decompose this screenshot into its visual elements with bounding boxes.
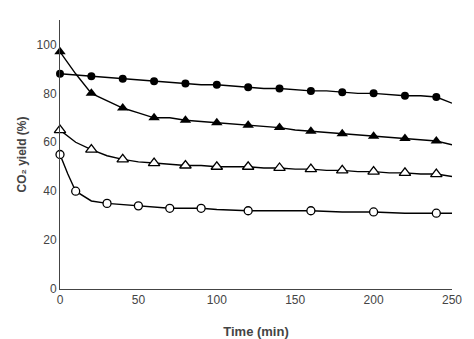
svg-text:CO₂ yield (%): CO₂ yield (%) (15, 116, 29, 192)
svg-text:250: 250 (442, 293, 462, 307)
svg-text:Time (min): Time (min) (223, 324, 289, 339)
svg-text:80: 80 (43, 87, 57, 101)
svg-text:60: 60 (43, 135, 57, 149)
svg-text:0: 0 (57, 293, 64, 307)
svg-text:150: 150 (285, 293, 305, 307)
svg-text:0: 0 (50, 282, 57, 296)
svg-text:100: 100 (37, 38, 57, 52)
svg-text:200: 200 (364, 293, 384, 307)
svg-text:100: 100 (207, 293, 227, 307)
svg-text:40: 40 (43, 184, 57, 198)
svg-text:20: 20 (43, 233, 57, 247)
svg-text:50: 50 (132, 293, 146, 307)
